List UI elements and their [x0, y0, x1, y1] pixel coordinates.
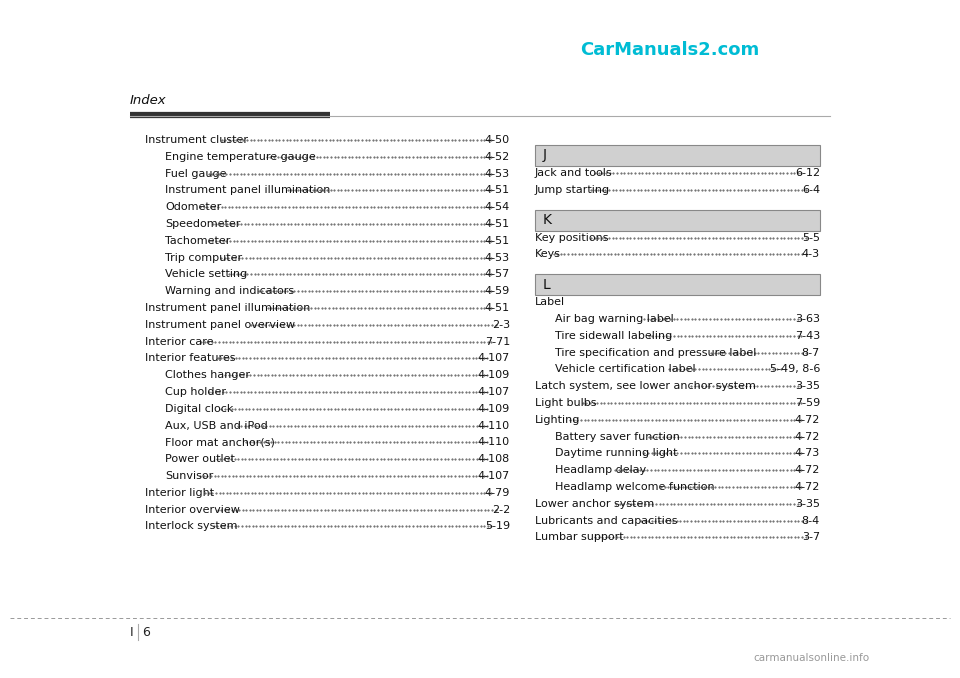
Text: 4-109: 4-109 — [478, 370, 510, 380]
Text: 4-51: 4-51 — [485, 303, 510, 313]
Text: Headlamp welcome function: Headlamp welcome function — [555, 482, 714, 492]
Text: Latch system, see lower anchor system: Latch system, see lower anchor system — [535, 381, 756, 391]
Text: 4-72: 4-72 — [795, 465, 820, 475]
Bar — [535, 145, 820, 166]
Text: Battery saver function: Battery saver function — [555, 432, 680, 441]
Text: 3-35: 3-35 — [795, 499, 820, 508]
Text: Interior overview: Interior overview — [145, 504, 240, 515]
Bar — [535, 210, 820, 231]
Text: K: K — [543, 213, 552, 227]
Text: carmanualsonline.info: carmanualsonline.info — [754, 653, 870, 663]
Text: 4-57: 4-57 — [485, 269, 510, 279]
Text: Key positions: Key positions — [535, 233, 609, 243]
Text: 8-7: 8-7 — [802, 348, 820, 357]
Text: Tachometer: Tachometer — [165, 236, 230, 246]
Text: 4-110: 4-110 — [478, 437, 510, 447]
Text: 5-19: 5-19 — [485, 521, 510, 532]
Text: Digital clock: Digital clock — [165, 404, 233, 414]
Text: 7-71: 7-71 — [485, 336, 510, 346]
Text: 4-107: 4-107 — [478, 387, 510, 397]
Text: Interior care: Interior care — [145, 336, 213, 346]
Text: Clothes hanger: Clothes hanger — [165, 370, 250, 380]
Text: 3-63: 3-63 — [795, 314, 820, 324]
Text: Lighting: Lighting — [535, 415, 581, 425]
Text: Tire sidewall labeling: Tire sidewall labeling — [555, 331, 672, 341]
Text: Speedometer: Speedometer — [165, 219, 240, 229]
Text: 4-50: 4-50 — [485, 135, 510, 145]
Text: Jump starting: Jump starting — [535, 185, 611, 195]
Text: Aux, USB and iPod: Aux, USB and iPod — [165, 420, 268, 431]
Text: CarManuals2.com: CarManuals2.com — [581, 41, 759, 59]
Text: 7-59: 7-59 — [795, 398, 820, 408]
Text: Sunvisor: Sunvisor — [165, 471, 213, 481]
Text: 4-108: 4-108 — [478, 454, 510, 464]
Text: Fuel gauge: Fuel gauge — [165, 169, 227, 178]
Text: 3-7: 3-7 — [802, 532, 820, 542]
Text: Power outlet: Power outlet — [165, 454, 235, 464]
Text: Vehicle setting: Vehicle setting — [165, 269, 248, 279]
Text: Warning and indicators: Warning and indicators — [165, 286, 294, 296]
Text: Tire specification and pressure label: Tire specification and pressure label — [555, 348, 756, 357]
Text: 4-72: 4-72 — [795, 432, 820, 441]
Text: Interlock system: Interlock system — [145, 521, 237, 532]
Text: 6: 6 — [142, 626, 150, 639]
Text: I: I — [130, 626, 133, 639]
Text: 2-3: 2-3 — [492, 320, 510, 330]
Text: 4-51: 4-51 — [485, 185, 510, 195]
Text: 4-3: 4-3 — [802, 250, 820, 260]
Text: Floor mat anchor(s): Floor mat anchor(s) — [165, 437, 275, 447]
Text: 8-4: 8-4 — [802, 515, 820, 525]
Text: Interior light: Interior light — [145, 487, 214, 498]
Text: 5-5: 5-5 — [802, 233, 820, 243]
Text: L: L — [543, 278, 551, 292]
Text: Label: Label — [535, 297, 565, 307]
Text: J: J — [543, 148, 547, 163]
Text: Interior features: Interior features — [145, 353, 235, 363]
Text: Lumbar support: Lumbar support — [535, 532, 624, 542]
Text: 5-49, 8-6: 5-49, 8-6 — [770, 364, 820, 374]
Text: 4-52: 4-52 — [485, 152, 510, 162]
Text: 4-53: 4-53 — [485, 169, 510, 178]
Text: Keys: Keys — [535, 250, 561, 260]
Text: 4-107: 4-107 — [478, 353, 510, 363]
Text: Daytime running light: Daytime running light — [555, 448, 678, 458]
Text: Headlamp delay: Headlamp delay — [555, 465, 646, 475]
Text: 4-59: 4-59 — [485, 286, 510, 296]
Text: Instrument panel illumination: Instrument panel illumination — [145, 303, 310, 313]
Text: 6-4: 6-4 — [802, 185, 820, 195]
Text: 4-72: 4-72 — [795, 415, 820, 425]
Text: Vehicle certification label: Vehicle certification label — [555, 364, 696, 374]
Text: 4-72: 4-72 — [795, 482, 820, 492]
Text: 6-12: 6-12 — [795, 168, 820, 178]
Text: Lower anchor system: Lower anchor system — [535, 499, 655, 508]
Text: 2-2: 2-2 — [492, 504, 510, 515]
Text: Instrument panel overview: Instrument panel overview — [145, 320, 295, 330]
Text: Index: Index — [130, 94, 167, 106]
Text: 4-109: 4-109 — [478, 404, 510, 414]
Text: 4-110: 4-110 — [478, 420, 510, 431]
Text: 3-35: 3-35 — [795, 381, 820, 391]
Text: 4-51: 4-51 — [485, 236, 510, 246]
Text: Cup holder: Cup holder — [165, 387, 226, 397]
Text: 4-51: 4-51 — [485, 219, 510, 229]
Text: Air bag warning label: Air bag warning label — [555, 314, 674, 324]
Text: 4-79: 4-79 — [485, 487, 510, 498]
Text: 4-107: 4-107 — [478, 471, 510, 481]
Text: Light bulbs: Light bulbs — [535, 398, 596, 408]
Text: 4-73: 4-73 — [795, 448, 820, 458]
Text: Odometer: Odometer — [165, 202, 221, 212]
Text: Instrument cluster: Instrument cluster — [145, 135, 248, 145]
Text: 4-54: 4-54 — [485, 202, 510, 212]
Text: 7-43: 7-43 — [795, 331, 820, 341]
Bar — [535, 274, 820, 295]
Text: Instrument panel illumination: Instrument panel illumination — [165, 185, 330, 195]
Text: Trip computer: Trip computer — [165, 253, 242, 262]
Text: Jack and tools: Jack and tools — [535, 168, 612, 178]
Text: 4-53: 4-53 — [485, 253, 510, 262]
Text: Lubricants and capacities: Lubricants and capacities — [535, 515, 678, 525]
Text: Engine temperature gauge: Engine temperature gauge — [165, 152, 316, 162]
